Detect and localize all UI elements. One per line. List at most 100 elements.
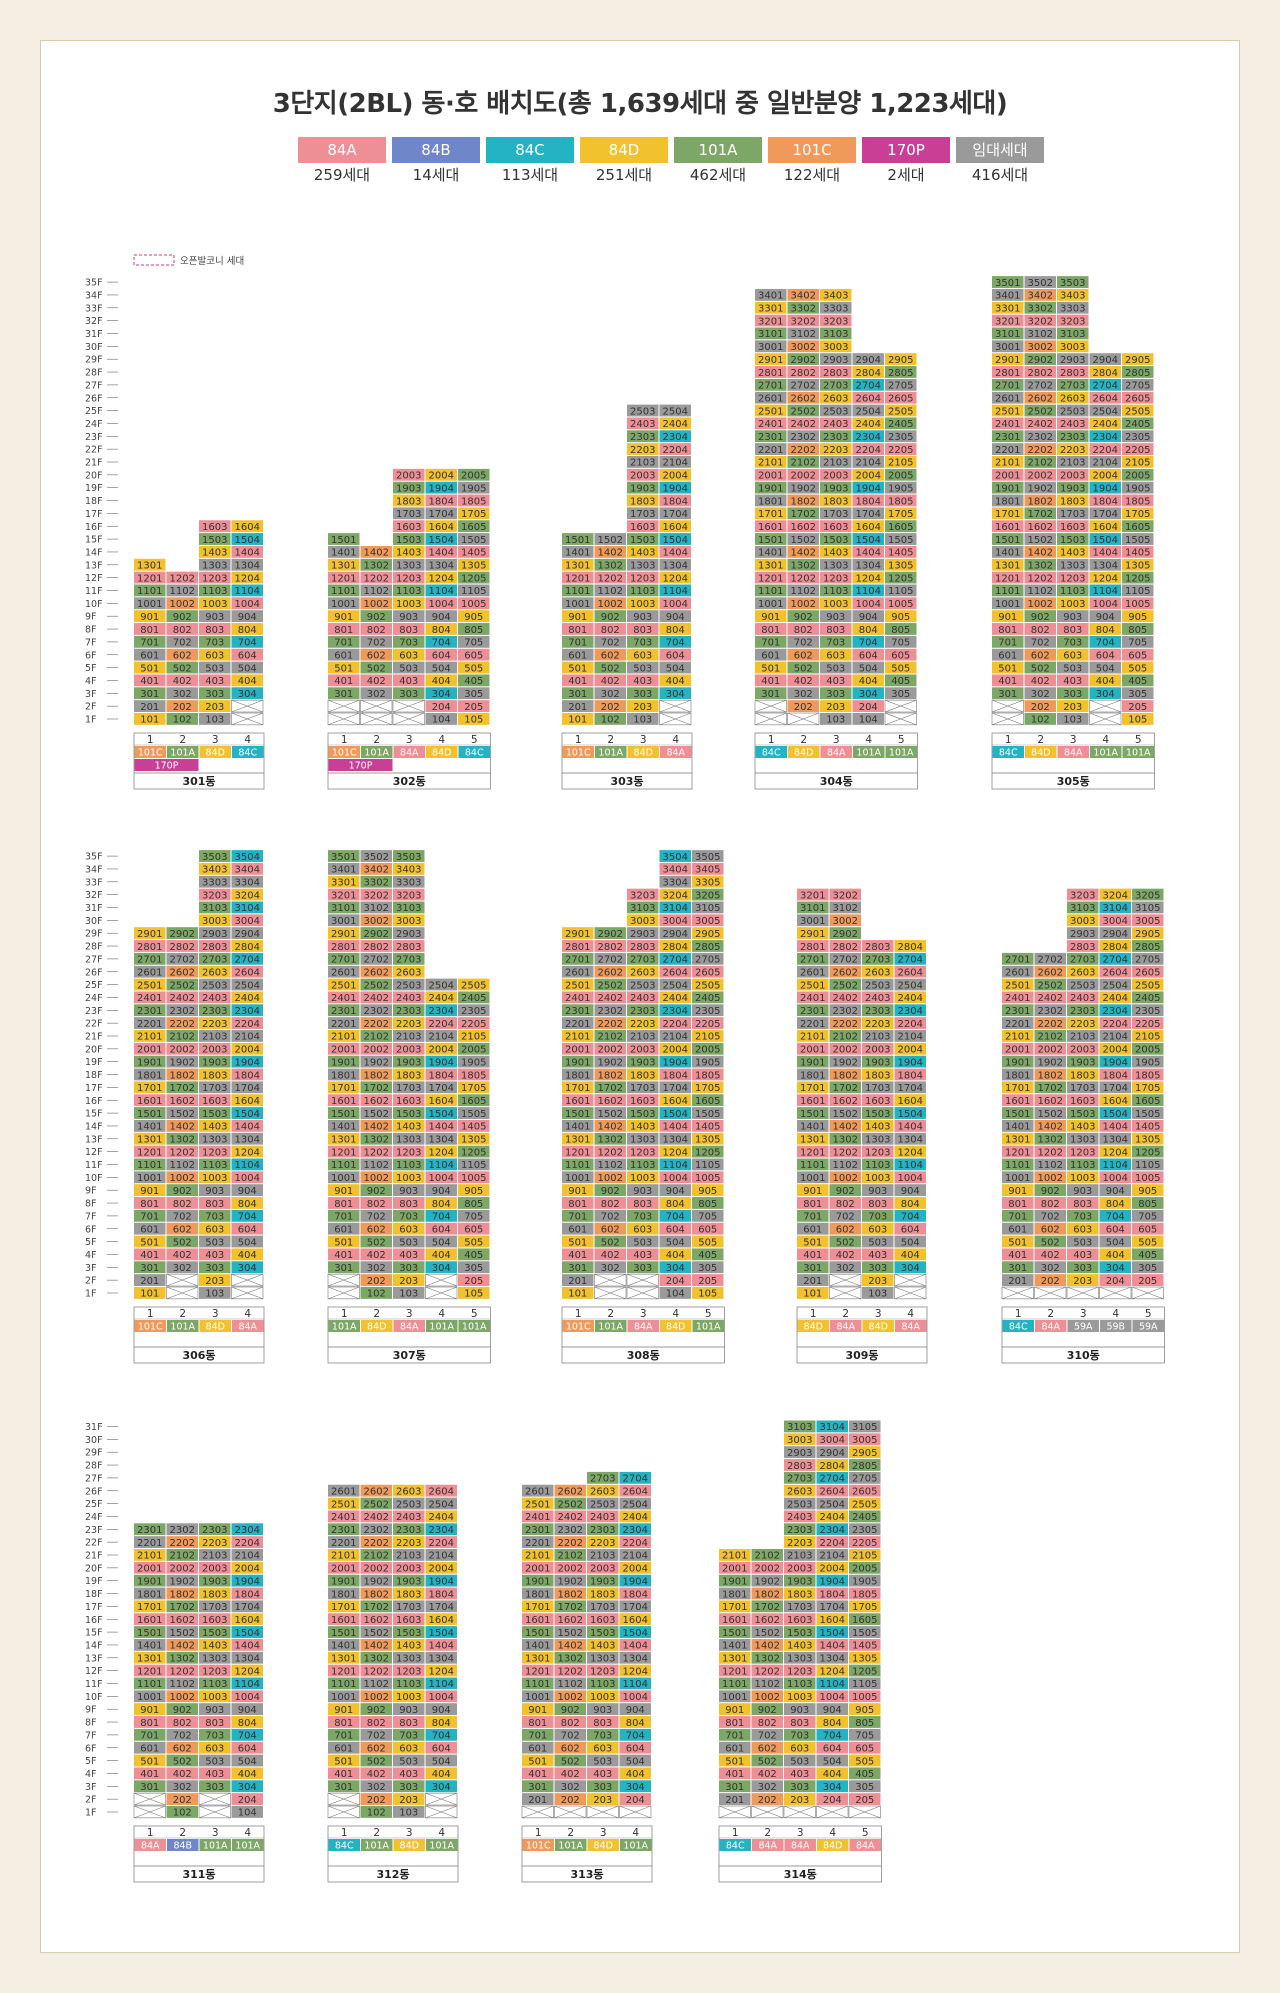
- unit-number: 803: [790, 1718, 809, 1729]
- unit-number: 1405: [1135, 1122, 1160, 1133]
- unit-cell: [619, 1523, 651, 1536]
- unit-cell: [784, 1677, 816, 1690]
- unit-number: 2204: [820, 1538, 845, 1549]
- unit-number: 1305: [1135, 1135, 1160, 1146]
- unit-number: 2202: [833, 1019, 858, 1030]
- unit-cell: [562, 1274, 594, 1286]
- unit-number: 1502: [1038, 1109, 1063, 1120]
- unit-number: 1201: [995, 573, 1020, 584]
- line-number: 2: [842, 1308, 849, 1320]
- unit-number: 2303: [1060, 432, 1085, 443]
- unit-number: 1704: [663, 1083, 688, 1094]
- unit-number: 2104: [235, 1551, 260, 1562]
- unit-cell: [1122, 353, 1154, 366]
- unit-number: 1204: [429, 1147, 454, 1158]
- unit-number: 1703: [396, 1602, 421, 1613]
- unit-cell: [1132, 1261, 1164, 1274]
- unit-number: 1605: [461, 1096, 486, 1107]
- unit-number: 3105: [1135, 903, 1160, 914]
- unit-number: 604: [432, 1743, 451, 1754]
- unit-number: 701: [334, 638, 353, 649]
- unit-number: 1605: [1125, 522, 1150, 533]
- unit-cell: [231, 1793, 263, 1805]
- unit-number: 2004: [898, 1045, 923, 1056]
- unit-cell: [587, 1574, 619, 1587]
- unit-cell: [458, 1287, 490, 1299]
- unit-number: 2101: [331, 1032, 356, 1043]
- unit-number: 1101: [137, 586, 162, 597]
- unit-cell: [458, 1055, 490, 1068]
- unit-number: 602: [601, 650, 620, 661]
- unit-cell: [820, 340, 852, 353]
- unit-number: 1203: [1070, 1147, 1095, 1158]
- unit-number: 1801: [758, 496, 783, 507]
- unit-cell: [1024, 481, 1056, 494]
- unit-number: 1004: [235, 1692, 260, 1703]
- unit-number: 2402: [558, 1512, 583, 1523]
- unit-cell: [425, 623, 457, 635]
- unit-cell: [894, 1222, 926, 1235]
- building-table: [718, 1825, 882, 1883]
- unit-cell: [751, 1664, 783, 1677]
- unit-number: 1301: [758, 561, 783, 572]
- unit-cell: [231, 1107, 263, 1119]
- unit-cell: [166, 661, 198, 674]
- unit-cell: [393, 1806, 425, 1818]
- unit-number: 2203: [630, 1019, 655, 1030]
- unit-number: 1503: [202, 1628, 227, 1639]
- unit-cell: [199, 1158, 231, 1171]
- unit-number: 703: [826, 638, 845, 649]
- unit-number: 701: [568, 1212, 587, 1223]
- line-number: 1: [341, 1308, 348, 1320]
- unit-cell: [829, 1068, 861, 1081]
- unit-number: 2201: [137, 1538, 162, 1549]
- unit-cell: [360, 1119, 392, 1132]
- unit-number: 2601: [331, 967, 356, 978]
- unit-number: 401: [568, 1250, 587, 1261]
- unit-number: 1001: [137, 599, 162, 610]
- unit-cell: [199, 862, 231, 875]
- unit-number: 2404: [429, 993, 454, 1004]
- unit-number: 704: [432, 638, 451, 649]
- unit-number: 1603: [202, 1096, 227, 1107]
- unit-cell: [328, 1171, 360, 1184]
- unit-cell: [1002, 1261, 1034, 1274]
- unit-number: 404: [1106, 1250, 1125, 1261]
- unit-cell: [852, 430, 884, 443]
- unit-cell: [1067, 991, 1099, 1004]
- unit-cell: [755, 340, 787, 353]
- unit-cell: [554, 1651, 586, 1664]
- unit-cell: [166, 1587, 198, 1600]
- unit-number: 1104: [663, 1160, 688, 1171]
- floor-label: 2F: [85, 702, 97, 713]
- unit-cell: [1089, 533, 1121, 545]
- unit-number: 1504: [663, 1109, 688, 1120]
- unit-cell: [692, 1081, 724, 1094]
- unit-cell: [862, 1004, 894, 1017]
- unit-cell: [522, 1767, 554, 1780]
- unit-cell: [816, 1420, 848, 1433]
- line-number: 5: [471, 734, 478, 746]
- unit-number: 1201: [800, 1147, 825, 1158]
- unit-cell: [562, 965, 594, 978]
- line-type-swatch: [1090, 746, 1122, 758]
- line-type-swatch: [1132, 1320, 1164, 1332]
- unit-number: 3503: [202, 852, 227, 863]
- unit-cell: [992, 533, 1024, 545]
- unit-number: 2404: [898, 993, 923, 1004]
- unit-number: 1404: [856, 548, 881, 559]
- line-type-label: 101A: [235, 1841, 260, 1852]
- unit-cell: [787, 610, 819, 623]
- unit-number: 604: [238, 650, 257, 661]
- unit-number: 2305: [1135, 1006, 1160, 1017]
- unit-number: 1104: [429, 586, 454, 597]
- line-type-label: 84A: [827, 748, 846, 759]
- unit-cell: [692, 1119, 724, 1132]
- unit-cell: [199, 914, 231, 927]
- unit-number: 502: [367, 663, 386, 674]
- unit-number: 901: [725, 1705, 744, 1716]
- unit-number: 502: [601, 1237, 620, 1248]
- unit-number: 803: [868, 1199, 887, 1210]
- unit-number: 2704: [663, 955, 688, 966]
- unit-cell: [425, 1690, 457, 1703]
